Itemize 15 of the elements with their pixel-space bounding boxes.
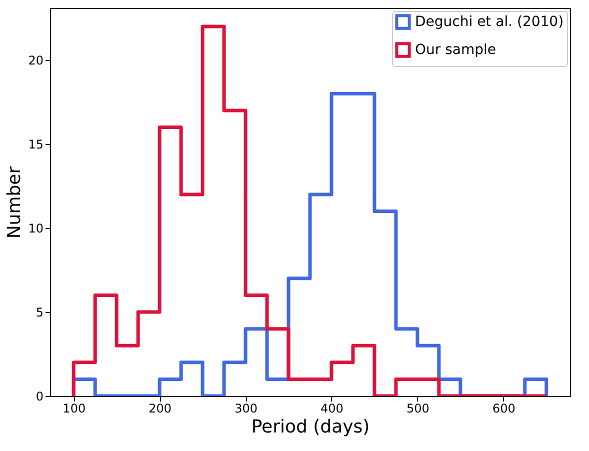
y-tick-label: 10: [28, 222, 44, 236]
y-axis-title: Number: [4, 166, 26, 239]
x-tick-label: 300: [234, 402, 258, 416]
y-tick-label: 20: [28, 54, 44, 68]
x-axis-title: Period (days): [251, 416, 370, 438]
y-tick-label: 0: [36, 390, 44, 404]
x-tick-label: 500: [406, 402, 430, 416]
x-tick-label: 600: [492, 402, 516, 416]
x-tick-label: 100: [62, 402, 86, 416]
x-tick-label: 200: [148, 402, 172, 416]
legend-label: Our sample: [415, 42, 496, 58]
y-tick-label: 15: [28, 138, 44, 152]
y-tick-label: 5: [36, 306, 44, 320]
legend-label: Deguchi et al. (2010): [415, 14, 564, 30]
x-tick-label: 400: [320, 402, 344, 416]
